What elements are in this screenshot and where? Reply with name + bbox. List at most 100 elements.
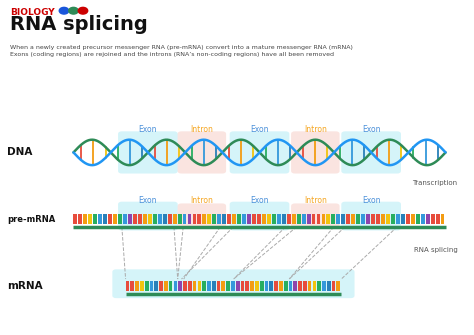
FancyBboxPatch shape xyxy=(230,131,289,174)
Circle shape xyxy=(59,7,69,14)
Bar xyxy=(207,281,211,291)
Bar xyxy=(118,214,122,224)
FancyBboxPatch shape xyxy=(341,131,401,174)
Bar xyxy=(264,281,268,291)
Text: DNA: DNA xyxy=(7,147,33,157)
Text: Exon: Exon xyxy=(362,196,381,205)
Bar xyxy=(226,281,230,291)
Bar xyxy=(401,214,405,224)
Bar xyxy=(143,214,147,224)
Bar xyxy=(289,281,292,291)
Bar xyxy=(386,214,390,224)
Text: Transcription: Transcription xyxy=(412,180,457,186)
Bar xyxy=(169,281,173,291)
Bar xyxy=(128,214,132,224)
Bar xyxy=(311,214,316,224)
Bar xyxy=(282,214,286,224)
Bar xyxy=(250,281,254,291)
Bar xyxy=(232,214,236,224)
Text: Exons (coding regions) are rejoined and the introns (RNA’s non-coding regions) h: Exons (coding regions) are rejoined and … xyxy=(10,52,335,57)
Bar xyxy=(262,214,266,224)
Bar xyxy=(317,214,320,224)
Bar xyxy=(247,214,251,224)
FancyBboxPatch shape xyxy=(118,202,178,230)
Bar xyxy=(267,214,271,224)
Bar xyxy=(246,281,249,291)
FancyBboxPatch shape xyxy=(341,202,401,230)
FancyBboxPatch shape xyxy=(291,203,339,229)
Bar xyxy=(411,214,415,224)
Bar xyxy=(217,281,220,291)
Text: pre-mRNA: pre-mRNA xyxy=(7,215,55,224)
Bar xyxy=(93,214,97,224)
Bar xyxy=(78,214,82,224)
Bar xyxy=(356,214,360,224)
Bar xyxy=(431,214,435,224)
Bar xyxy=(381,214,385,224)
Bar xyxy=(237,214,241,224)
Bar xyxy=(277,214,281,224)
Bar xyxy=(269,281,273,291)
Bar xyxy=(241,281,245,291)
Bar xyxy=(421,214,425,224)
Bar xyxy=(221,281,225,291)
Bar xyxy=(153,214,157,224)
Bar xyxy=(178,214,182,224)
Text: BIOLOGY: BIOLOGY xyxy=(10,8,55,17)
Bar xyxy=(260,281,264,291)
Bar xyxy=(297,214,301,224)
Bar xyxy=(178,281,182,291)
Bar xyxy=(135,281,139,291)
Bar xyxy=(242,214,246,224)
Bar xyxy=(212,214,216,224)
Bar xyxy=(103,214,107,224)
Bar xyxy=(227,214,231,224)
Text: RNA splicing: RNA splicing xyxy=(10,15,148,34)
Bar xyxy=(396,214,400,224)
Bar xyxy=(303,281,307,291)
Bar xyxy=(332,281,336,291)
Bar xyxy=(322,281,326,291)
Bar xyxy=(188,214,191,224)
Bar xyxy=(168,214,172,224)
Bar xyxy=(376,214,380,224)
Bar xyxy=(98,214,102,224)
Text: Exon: Exon xyxy=(138,125,157,134)
Bar xyxy=(208,214,211,224)
Bar xyxy=(416,214,419,224)
Bar xyxy=(441,214,445,224)
Bar xyxy=(212,281,216,291)
Bar xyxy=(252,214,256,224)
FancyBboxPatch shape xyxy=(178,131,226,174)
Bar xyxy=(173,214,176,224)
Circle shape xyxy=(69,7,78,14)
Bar xyxy=(298,281,302,291)
Circle shape xyxy=(78,7,88,14)
Bar xyxy=(321,214,325,224)
Bar xyxy=(222,214,226,224)
Text: Exon: Exon xyxy=(250,196,269,205)
Bar xyxy=(426,214,429,224)
Bar xyxy=(198,281,201,291)
Bar xyxy=(158,214,162,224)
Bar xyxy=(83,214,87,224)
Bar xyxy=(164,281,168,291)
Bar xyxy=(257,214,261,224)
Bar xyxy=(145,281,148,291)
Bar xyxy=(182,214,186,224)
Text: Exon: Exon xyxy=(362,125,381,134)
Bar xyxy=(202,281,206,291)
Bar xyxy=(150,281,153,291)
Text: Intron: Intron xyxy=(304,196,327,205)
Bar xyxy=(231,281,235,291)
Bar xyxy=(361,214,365,224)
Bar xyxy=(198,214,201,224)
Bar xyxy=(183,281,187,291)
Bar xyxy=(308,281,311,291)
Text: Exon: Exon xyxy=(138,196,157,205)
Bar xyxy=(113,214,117,224)
Bar xyxy=(140,281,144,291)
Bar xyxy=(301,214,306,224)
Bar xyxy=(159,281,163,291)
Bar xyxy=(188,281,191,291)
